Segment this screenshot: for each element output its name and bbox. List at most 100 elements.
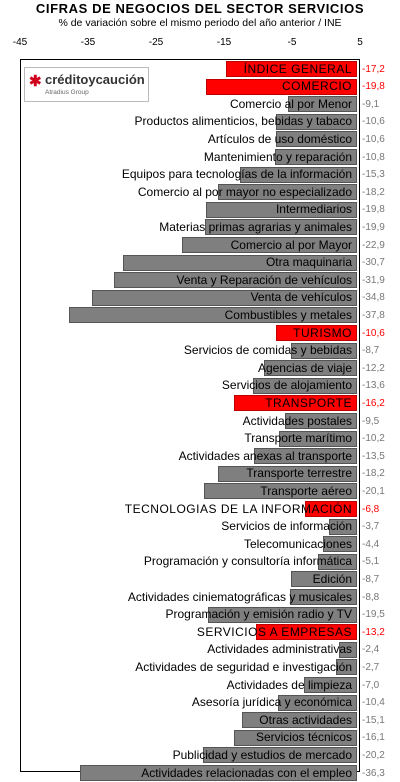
bar-value-label: -10,6 xyxy=(362,116,385,128)
bar-7 xyxy=(240,166,357,183)
bar-35 xyxy=(336,659,357,676)
bar-label: Programación y emisión radio y TV xyxy=(165,607,352,622)
bar-label: Artículos de uso doméstico xyxy=(207,131,352,146)
bar-label: Actividades administrativas xyxy=(207,642,352,657)
company-logo: ✱ créditoycaución Atradius Group xyxy=(24,67,149,102)
bar-8 xyxy=(218,184,357,201)
bar-value-label: -16,2 xyxy=(362,397,385,409)
bar-label: Actividades postales xyxy=(242,413,352,428)
bar-22 xyxy=(279,430,357,447)
bar-33 xyxy=(256,624,357,641)
bar-39 xyxy=(234,729,357,746)
bar-31 xyxy=(289,589,357,605)
logo-subtitle: Atradius Group xyxy=(45,89,89,96)
bar-value-label: -19,9 xyxy=(362,221,385,233)
bar-18 xyxy=(264,360,357,377)
bar-19 xyxy=(253,377,357,394)
bar-9 xyxy=(206,201,357,218)
bar-value-label: -22,9 xyxy=(362,239,385,251)
bar-value-label: -36,3 xyxy=(362,767,385,779)
bar-12 xyxy=(123,254,357,271)
bar-label: Actividades de limpieza xyxy=(226,677,352,692)
bar-30 xyxy=(290,571,357,588)
bar-value-label: -13,5 xyxy=(362,450,385,462)
bar-label: Actividades relacionadas con el empleo xyxy=(141,765,352,780)
bar-value-label: -2,7 xyxy=(362,661,380,673)
bar-24 xyxy=(218,465,357,482)
bar-5 xyxy=(276,131,357,148)
bar-37 xyxy=(277,694,357,711)
bar-label: Publicidad y estudios de mercado xyxy=(172,747,352,762)
bar-17 xyxy=(290,342,357,359)
bar-value-label: -13,2 xyxy=(362,626,385,638)
logo-name: créditoycaución xyxy=(45,72,145,87)
bar-label: Transporte marítimo xyxy=(244,431,352,446)
bar-3 xyxy=(287,96,357,113)
bar-value-label: -18,2 xyxy=(362,468,385,480)
x-tick-label: -35 xyxy=(80,37,96,48)
bar-13 xyxy=(113,272,357,289)
bar-11 xyxy=(182,237,357,253)
bar-label: ÍNDICE GENERAL xyxy=(243,61,352,76)
bar-29 xyxy=(318,553,357,570)
bar-label: Asesoría jurídica y económica xyxy=(191,695,352,710)
bar-value-label: -18,2 xyxy=(362,186,385,198)
bar-label: Actividades anexas al transporte xyxy=(178,448,352,463)
bar-value-label: -10,8 xyxy=(362,151,385,163)
bar-label: Productos alimenticios, bebidas y tabaco xyxy=(134,114,352,129)
bar-25 xyxy=(203,483,357,500)
bar-value-label: -8,7 xyxy=(362,345,380,357)
bar-label: Actividades de seguridad e investigación xyxy=(135,659,352,674)
bar-label: Edición xyxy=(312,571,352,586)
bar-label: Transporte aéreo xyxy=(260,483,352,498)
bar-label: Servicios de comidas y bebidas xyxy=(183,343,352,358)
bar-label: COMERCIO xyxy=(282,79,352,94)
bar-label: SERVICIOS A EMPRESAS xyxy=(196,624,352,639)
bar-28 xyxy=(323,536,357,553)
bar-10 xyxy=(205,219,357,236)
bar-value-label: -15,1 xyxy=(362,714,385,726)
bar-label: Intermediarios xyxy=(275,202,352,217)
bar-value-label: -20,2 xyxy=(362,749,385,761)
bar-label: Mantenimiento y reparación xyxy=(203,149,352,164)
bar-label: Comercio al por mayor no especializado xyxy=(137,184,352,199)
x-tick-label: -15 xyxy=(216,37,232,48)
bar-1 xyxy=(225,61,357,77)
bar-40 xyxy=(203,747,357,764)
bar-value-label: -8,7 xyxy=(362,573,380,585)
bar-value-label: -31,9 xyxy=(362,274,385,286)
bar-27 xyxy=(328,518,357,535)
bar-value-label: -10,4 xyxy=(362,697,385,709)
bar-value-label: -10,2 xyxy=(362,433,385,445)
bar-label: TECNOLOGIAS DE LA INFORMACIÓN xyxy=(124,501,352,516)
bar-label: Equipos para tecnologías de la informaci… xyxy=(121,167,352,182)
bar-value-label: -9,1 xyxy=(362,98,380,110)
bar-label: Servicios técnicos xyxy=(255,730,352,745)
x-tick-label: 5 xyxy=(357,37,363,48)
bar-value-label: -37,8 xyxy=(362,309,385,321)
bar-label: Otra maquinaria xyxy=(265,255,352,270)
chart-subtitle: % de variación sobre el mismo periodo de… xyxy=(58,17,342,29)
bar-value-label: -19,8 xyxy=(362,81,385,93)
bar-26 xyxy=(305,501,357,517)
bar-38 xyxy=(241,712,357,729)
bar-value-label: -7,0 xyxy=(362,679,380,691)
bar-label: Comercio al por Mayor xyxy=(230,237,352,252)
bar-6 xyxy=(274,149,357,165)
bar-2 xyxy=(206,78,357,95)
bar-16 xyxy=(276,325,357,341)
bar-label: Actividades ciniematográficas y musicale… xyxy=(127,589,352,604)
bar-label: Agencias de viaje xyxy=(257,360,352,375)
bar-label: Combustibles y metales xyxy=(224,307,352,322)
bar-14 xyxy=(91,289,357,306)
bar-value-label: -5,1 xyxy=(362,556,380,568)
x-tick-label: -25 xyxy=(148,37,164,48)
bar-label: Venta y Reparación de vehículos xyxy=(176,272,352,287)
bar-36 xyxy=(303,677,357,693)
logo-star-icon: ✱ xyxy=(29,73,42,90)
bar-15 xyxy=(68,307,357,324)
bar-value-label: -2,4 xyxy=(362,644,380,656)
bar-23 xyxy=(254,448,357,465)
bar-value-label: -10,6 xyxy=(362,133,385,145)
